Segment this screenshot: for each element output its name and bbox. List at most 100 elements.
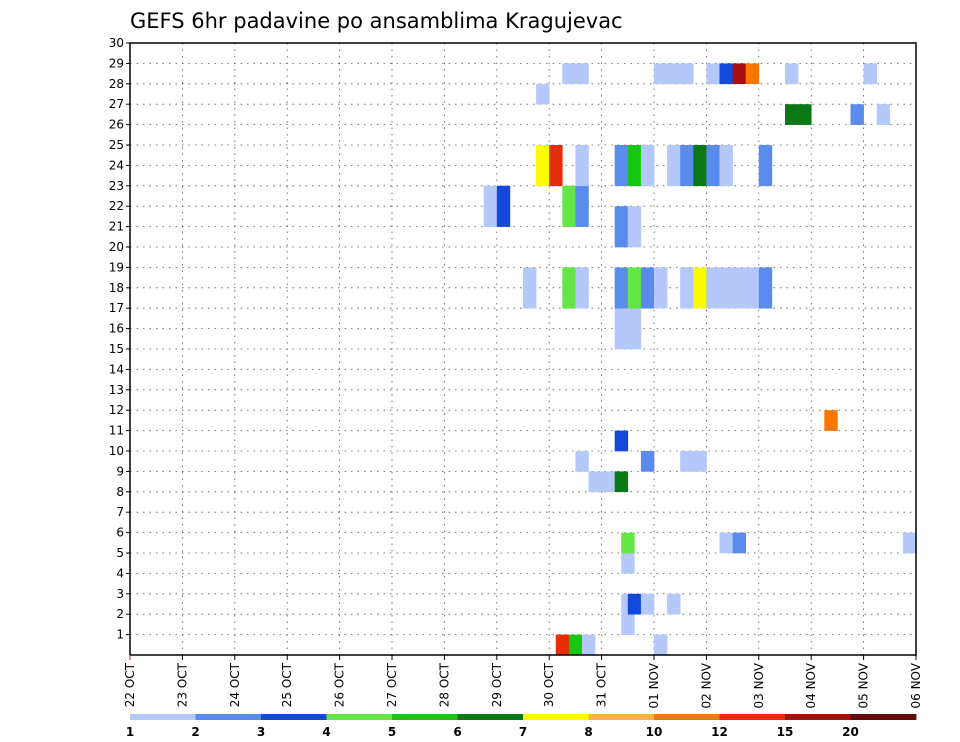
heatmap-cell xyxy=(621,553,635,574)
y-tick-label: 13 xyxy=(109,383,124,397)
heatmap-cell xyxy=(621,614,635,635)
heatmap-cell xyxy=(549,145,563,166)
heatmap-cell xyxy=(614,308,629,329)
heatmap-cell xyxy=(745,267,760,289)
heatmap-cell xyxy=(614,145,629,166)
colorbar-label: 7 xyxy=(519,725,527,739)
heatmap-cell xyxy=(693,451,707,472)
x-tick-label: 05 NOV xyxy=(857,662,871,708)
y-tick-label: 27 xyxy=(109,97,124,111)
heatmap-cell xyxy=(719,267,733,289)
heatmap-cell xyxy=(667,165,681,187)
heatmap-cell xyxy=(719,63,733,85)
colorbar-label: 12 xyxy=(711,725,728,739)
heatmap-cell xyxy=(536,165,550,187)
colorbar-swatch xyxy=(130,714,196,720)
colorbar-label: 3 xyxy=(257,725,265,739)
colorbar-label: 2 xyxy=(191,725,199,739)
heatmap-cell xyxy=(614,226,629,248)
heatmap-cell xyxy=(614,165,629,187)
y-tick-label: 24 xyxy=(109,158,124,172)
heatmap-cell xyxy=(627,287,642,309)
colorbar-swatch xyxy=(850,714,917,720)
heatmap-cell xyxy=(719,287,733,309)
heatmap-cell xyxy=(693,145,707,166)
x-tick-label: 28 OCT xyxy=(437,662,451,707)
x-tick-label: 29 OCT xyxy=(490,662,504,707)
heatmap-cell xyxy=(706,287,720,309)
heatmap-cell xyxy=(627,165,642,187)
heatmap-cell xyxy=(614,471,629,493)
heatmap-cell xyxy=(706,267,720,289)
y-tick-label: 2 xyxy=(116,607,124,621)
heatmap-cell xyxy=(758,145,773,166)
heatmap-cell xyxy=(614,206,629,227)
heatmap-cell xyxy=(575,267,589,289)
heatmap-cell xyxy=(562,63,576,85)
heatmap-cell xyxy=(575,451,589,472)
heatmap-cell xyxy=(850,104,864,125)
heatmap-cell xyxy=(902,532,917,554)
heatmap-cell xyxy=(824,410,838,431)
x-tick-label: 26 OCT xyxy=(333,662,347,707)
x-tick-label: 27 OCT xyxy=(385,662,399,707)
chart-title: GEFS 6hr padavine po ansamblima Kragujev… xyxy=(130,9,623,33)
colorbar-label: 4 xyxy=(322,725,330,739)
y-tick-label: 23 xyxy=(109,179,124,193)
colorbar-swatch xyxy=(392,714,458,720)
heatmap-cell xyxy=(523,267,537,289)
y-tick-label: 30 xyxy=(109,36,124,50)
heatmap-cell xyxy=(575,165,589,187)
heatmap-cell xyxy=(667,145,681,166)
colorbar-label: 6 xyxy=(453,725,461,739)
heatmap-cell xyxy=(640,451,655,472)
heatmap-cell xyxy=(614,267,629,289)
colorbar-swatch xyxy=(719,714,786,720)
heatmap-cell xyxy=(680,63,694,85)
colorbar-swatch xyxy=(588,714,655,720)
heatmap-cell xyxy=(693,267,707,289)
heatmap-cell xyxy=(601,471,615,493)
heatmap-cell xyxy=(785,104,799,125)
heatmap-cell xyxy=(693,165,707,187)
heatmap-cell xyxy=(483,206,498,227)
x-tick-label: 30 OCT xyxy=(542,662,556,707)
y-tick-label: 25 xyxy=(109,138,124,152)
heatmap-cell xyxy=(654,634,668,656)
colorbar-swatch xyxy=(654,714,720,720)
heatmap-cell xyxy=(732,267,746,289)
heatmap-cell xyxy=(621,532,635,554)
y-tick-label: 6 xyxy=(116,526,124,540)
heatmap-cell xyxy=(523,287,537,309)
heatmap-cell xyxy=(654,267,668,289)
y-tick-label: 3 xyxy=(116,587,124,601)
heatmap-cell xyxy=(719,145,733,166)
heatmap-cell xyxy=(732,287,746,309)
x-tick-label: 31 OCT xyxy=(595,662,609,707)
heatmap-cell xyxy=(536,145,550,166)
y-tick-label: 28 xyxy=(109,77,124,91)
colorbar-label: 15 xyxy=(777,725,794,739)
heatmap-cell xyxy=(555,634,570,656)
y-tick-label: 12 xyxy=(109,403,124,417)
heatmap-cell xyxy=(614,328,629,350)
colorbar: 1 2 3 4 5 6 7 8 10 12 15 20 xyxy=(126,714,917,739)
heatmap-cell xyxy=(581,634,596,656)
heatmap-cell xyxy=(640,165,655,187)
x-tick-label: 24 OCT xyxy=(228,662,242,707)
y-tick-label: 15 xyxy=(109,342,124,356)
heatmap-cell xyxy=(667,63,681,85)
heatmap-cell xyxy=(627,226,642,248)
heatmap-cell xyxy=(627,145,642,166)
colorbar-swatch xyxy=(523,714,589,720)
y-tick-label: 26 xyxy=(109,118,124,132)
y-tick-label: 4 xyxy=(116,566,124,580)
heatmap-cell xyxy=(562,267,576,289)
x-tick-label: 03 NOV xyxy=(752,662,766,708)
colorbar-swatch xyxy=(261,714,327,720)
colorbar-swatch xyxy=(785,714,851,720)
heatmap-cell xyxy=(719,532,733,554)
heatmap-cell xyxy=(758,287,773,309)
y-tick-label: 22 xyxy=(109,199,124,213)
x-tick-label: 25 OCT xyxy=(280,662,294,707)
